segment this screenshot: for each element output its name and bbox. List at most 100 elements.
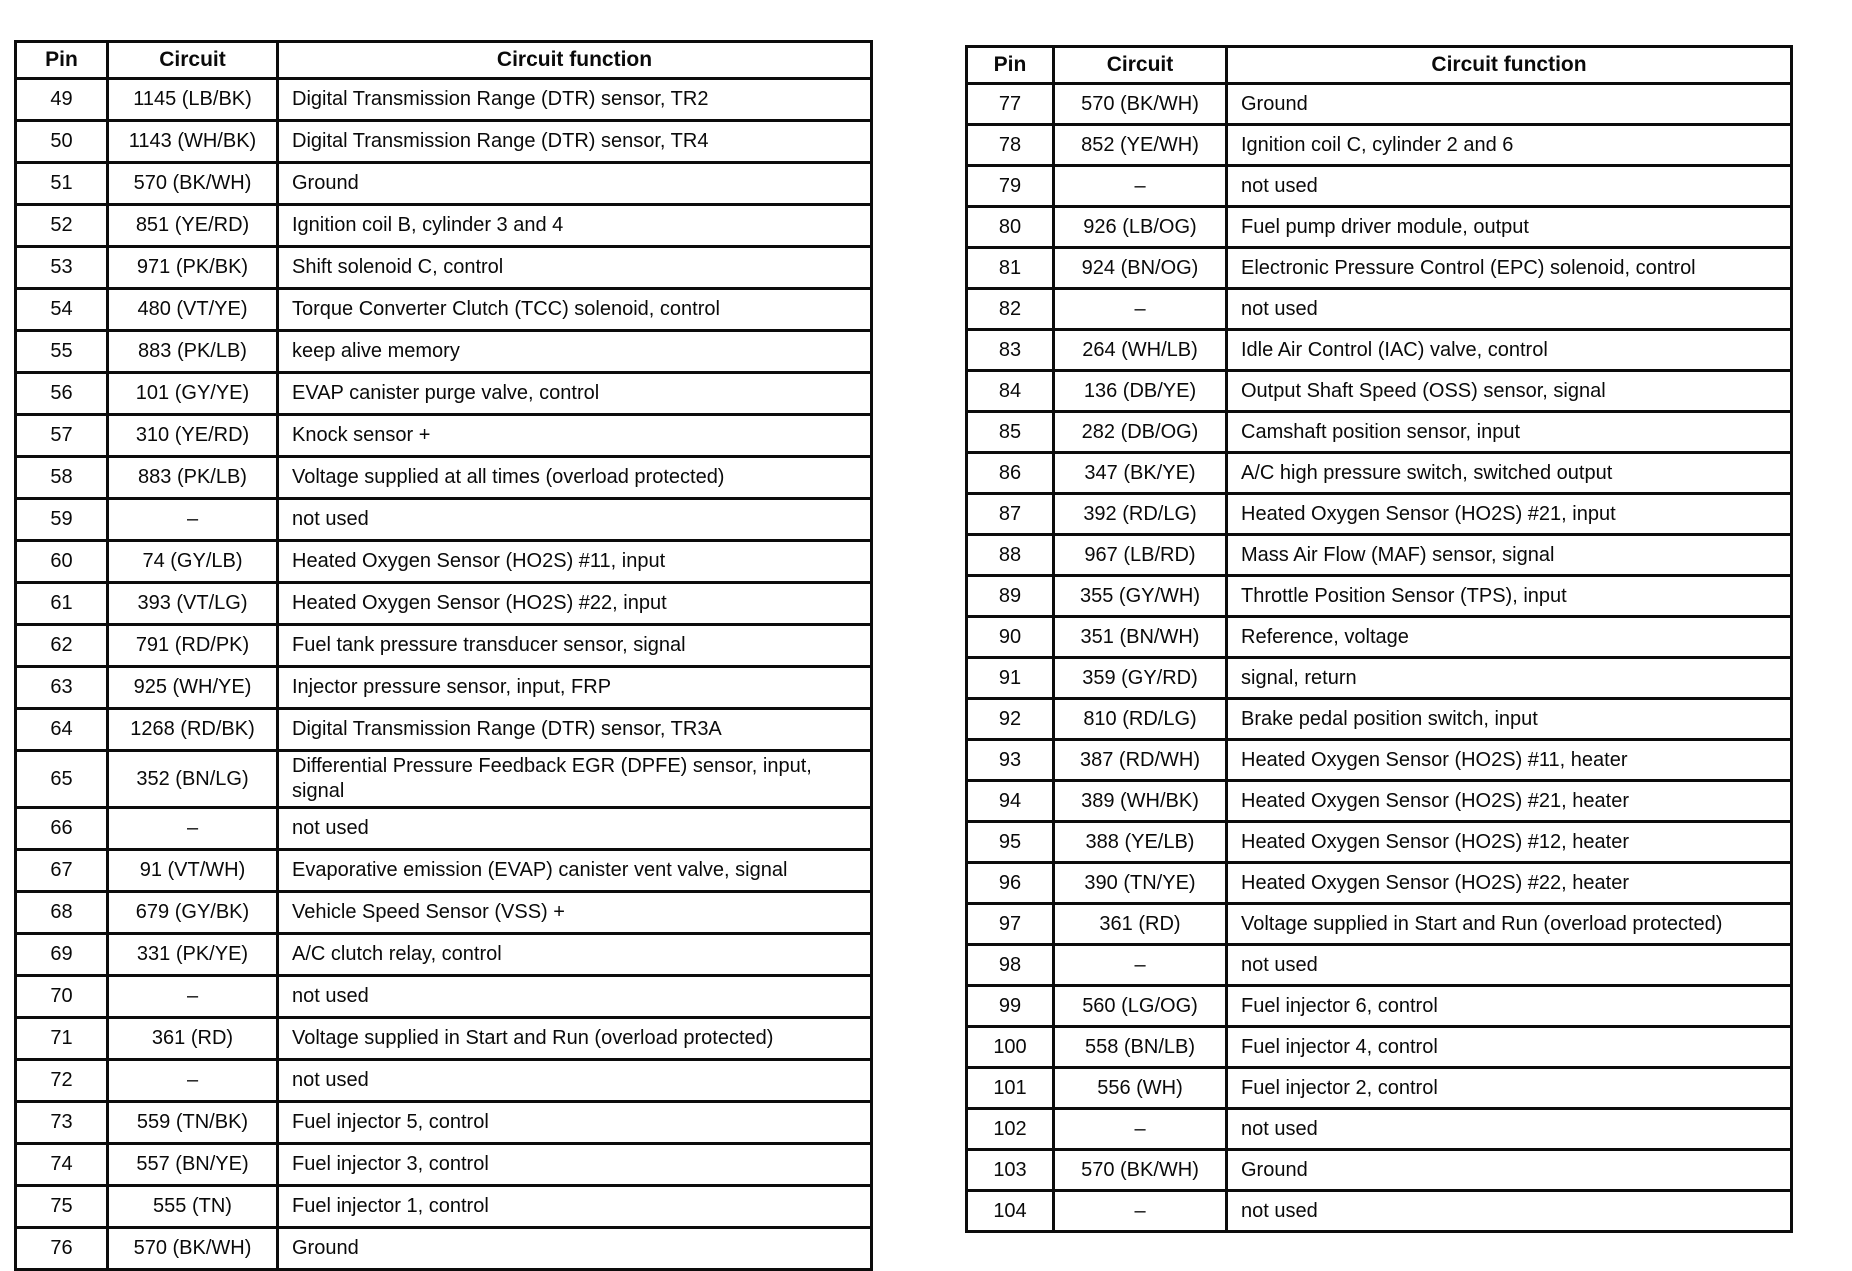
circuit-function-cell: Fuel pump driver module, output: [1225, 205, 1793, 249]
circuit-cell: 331 (PK/YE): [106, 932, 279, 977]
circuit-function-cell: Digital Transmission Range (DTR) sensor,…: [276, 707, 873, 752]
circuit-cell: –: [106, 806, 279, 851]
circuit-function-cell: Vehicle Speed Sensor (VSS) +: [276, 890, 873, 935]
table-row: 70– not used: [14, 974, 873, 1019]
circuit-cell: 388 (YE/LB): [1052, 820, 1228, 864]
circuit-cell: 557 (BN/YE): [106, 1142, 279, 1187]
pin-cell: 80: [965, 205, 1055, 249]
circuit-function-cell: Heated Oxygen Sensor (HO2S) #21, input: [1225, 492, 1793, 536]
circuit-function-cell: Fuel injector 3, control: [276, 1142, 873, 1187]
pin-cell: 103: [965, 1148, 1055, 1192]
table-row: 86 347 (BK/YE) A/C high pressure switch, s…: [965, 451, 1793, 495]
circuit-cell: 560 (LG/OG): [1052, 984, 1228, 1028]
circuit-function-cell: Ignition coil C, cylinder 2 and 6: [1225, 123, 1793, 167]
table-row: 82– not used: [965, 287, 1793, 331]
circuit-cell: 389 (WH/BK): [1052, 779, 1228, 823]
pin-cell: 56: [14, 371, 109, 416]
circuit-function-cell: Fuel injector 5, control: [276, 1100, 873, 1145]
pin-cell: 98: [965, 943, 1055, 987]
table-row: 69 331 (PK/YE) A/C clutch relay, control: [14, 932, 873, 977]
table-row: 55 883 (PK/LB) keep alive memory: [14, 329, 873, 374]
circuit-cell: 926 (LB/OG): [1052, 205, 1228, 249]
table-row: 103 570 (BK/WH) Ground: [965, 1148, 1793, 1192]
circuit-cell: 971 (PK/BK): [106, 245, 279, 290]
pinout-page: { "tables": [ { "id": "left", "headers":…: [14, 40, 1793, 1271]
pin-cell: 64: [14, 707, 109, 752]
table-row: 96 390 (TN/YE) Heated Oxygen Sensor (HO2S)…: [965, 861, 1793, 905]
pin-cell: 63: [14, 665, 109, 710]
pin-cell: 92: [965, 697, 1055, 741]
table-row: 87 392 (RD/LG) Heated Oxygen Sensor (HO2S)…: [965, 492, 1793, 536]
table-row: 90 351 (BN/WH) Reference, voltage: [965, 615, 1793, 659]
pin-cell: 59: [14, 497, 109, 542]
circuit-column-header: Circuit: [106, 40, 279, 80]
circuit-function-cell: Heated Oxygen Sensor (HO2S) #21, heater: [1225, 779, 1793, 823]
circuit-function-cell: Heated Oxygen Sensor (HO2S) #22, input: [276, 581, 873, 626]
table-row: 54 480 (VT/YE) Torque Converter Clutch (TC…: [14, 287, 873, 332]
circuit-function-cell: Fuel injector 2, control: [1225, 1066, 1793, 1110]
pin-cell: 73: [14, 1100, 109, 1145]
circuit-function-cell: Digital Transmission Range (DTR) sensor,…: [276, 119, 873, 164]
pin-cell: 66: [14, 806, 109, 851]
table-row: 50 1143 (WH/BK) Digital Transmission Range…: [14, 119, 873, 164]
table-row: 61 393 (VT/LG) Heated Oxygen Sensor (HO2S)…: [14, 581, 873, 626]
circuit-function-cell: Ignition coil B, cylinder 3 and 4: [276, 203, 873, 248]
circuit-cell: 355 (GY/WH): [1052, 574, 1228, 618]
circuit-column-header: Circuit: [1052, 45, 1228, 85]
circuit-cell: 1145 (LB/BK): [106, 77, 279, 122]
circuit-cell: 310 (YE/RD): [106, 413, 279, 458]
pin-cell: 53: [14, 245, 109, 290]
table-row: 52 851 (YE/RD) Ignition coil B, cylinder 3…: [14, 203, 873, 248]
pin-cell: 88: [965, 533, 1055, 577]
circuit-function-cell: Ground: [1225, 1148, 1793, 1192]
circuit-function-cell: Injector pressure sensor, input, FRP: [276, 665, 873, 710]
circuit-cell: 924 (BN/OG): [1052, 246, 1228, 290]
circuit-cell: 393 (VT/LG): [106, 581, 279, 626]
pin-cell: 82: [965, 287, 1055, 331]
circuit-function-cell: not used: [1225, 164, 1793, 208]
circuit-cell: –: [106, 974, 279, 1019]
circuit-function-cell: not used: [276, 1058, 873, 1103]
table-row: 101 556 (WH) Fuel injector 2, control: [965, 1066, 1793, 1110]
circuit-cell: –: [1052, 1189, 1228, 1233]
circuit-cell: –: [1052, 1107, 1228, 1151]
circuit-function-cell: Throttle Position Sensor (TPS), input: [1225, 574, 1793, 618]
table-row: 84 136 (DB/YE) Output Shaft Speed (OSS) se…: [965, 369, 1793, 413]
circuit-function-cell: Fuel injector 4, control: [1225, 1025, 1793, 1069]
circuit-cell: 851 (YE/RD): [106, 203, 279, 248]
pin-cell: 75: [14, 1184, 109, 1229]
table-row: 88 967 (LB/RD) Mass Air Flow (MAF) sensor,…: [965, 533, 1793, 577]
table-row: 83 264 (WH/LB) Idle Air Control (IAC) valv…: [965, 328, 1793, 372]
pin-cell: 94: [965, 779, 1055, 823]
pin-cell: 81: [965, 246, 1055, 290]
circuit-function-cell: not used: [1225, 1107, 1793, 1151]
circuit-function-cell: Output Shaft Speed (OSS) sensor, signal: [1225, 369, 1793, 413]
table-row: 58 883 (PK/LB) Voltage supplied at all tim…: [14, 455, 873, 500]
circuit-function-cell: not used: [276, 497, 873, 542]
circuit-function-cell: Differential Pressure Feedback EGR (DPFE…: [276, 749, 873, 809]
circuit-cell: 359 (GY/RD): [1052, 656, 1228, 700]
pin-cell: 79: [965, 164, 1055, 208]
pin-cell: 86: [965, 451, 1055, 495]
pin-cell: 85: [965, 410, 1055, 454]
header-row: Pin Circuit Circuit function: [14, 40, 873, 80]
pin-cell: 78: [965, 123, 1055, 167]
table-row: 64 1268 (RD/BK) Digital Transmission Range…: [14, 707, 873, 752]
pin-cell: 60: [14, 539, 109, 584]
circuit-cell: 555 (TN): [106, 1184, 279, 1229]
table-row: 80 926 (LB/OG) Fuel pump driver module, ou…: [965, 205, 1793, 249]
circuit-function-column-header: Circuit function: [1225, 45, 1793, 85]
circuit-cell: –: [106, 497, 279, 542]
circuit-cell: 101 (GY/YE): [106, 371, 279, 416]
pin-cell: 69: [14, 932, 109, 977]
pin-cell: 96: [965, 861, 1055, 905]
circuit-cell: –: [1052, 287, 1228, 331]
table-row: 66– not used: [14, 806, 873, 851]
circuit-function-cell: Heated Oxygen Sensor (HO2S) #12, heater: [1225, 820, 1793, 864]
table-row: 53 971 (PK/BK) Shift solenoid C, control: [14, 245, 873, 290]
circuit-function-cell: Shift solenoid C, control: [276, 245, 873, 290]
circuit-cell: 852 (YE/WH): [1052, 123, 1228, 167]
table-row: 76 570 (BK/WH) Ground: [14, 1226, 873, 1271]
circuit-function-cell: EVAP canister purge valve, control: [276, 371, 873, 416]
pin-cell: 93: [965, 738, 1055, 782]
